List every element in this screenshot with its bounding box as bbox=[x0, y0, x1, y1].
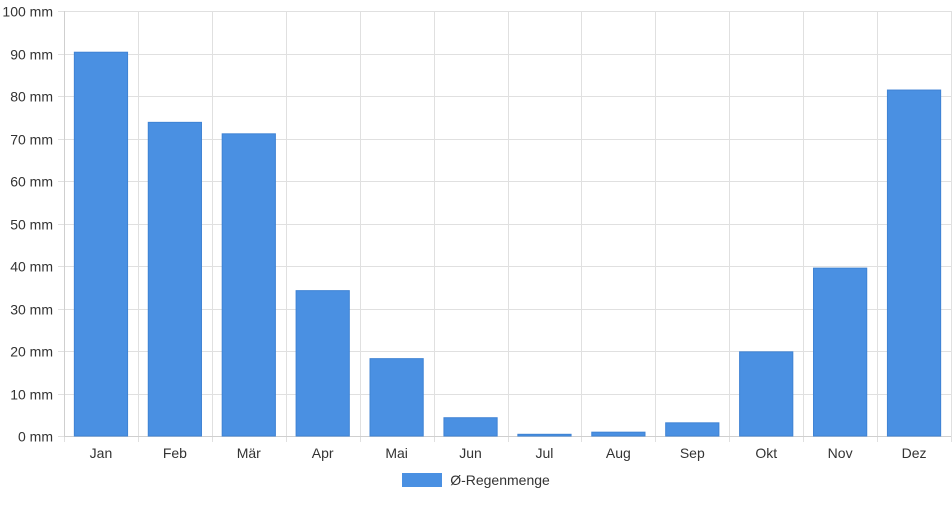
y-tick-label: 0 mm bbox=[18, 429, 53, 445]
bar-mär bbox=[221, 133, 276, 437]
bar-jul bbox=[517, 433, 572, 437]
y-tick-label: 60 mm bbox=[10, 174, 53, 190]
x-tick-label: Jul bbox=[536, 445, 554, 461]
bar-dez bbox=[886, 89, 942, 437]
x-tick-label: Sep bbox=[680, 445, 705, 461]
bar-aug bbox=[591, 431, 646, 437]
x-tick-label: Jun bbox=[459, 445, 482, 461]
x-tick-label: Okt bbox=[755, 445, 777, 461]
x-tick-label: Mär bbox=[237, 445, 261, 461]
bar-apr bbox=[295, 290, 350, 437]
y-tick-label: 20 mm bbox=[10, 344, 53, 360]
y-tick-label: 40 mm bbox=[10, 259, 53, 275]
bar-jan bbox=[73, 51, 129, 437]
y-tick-label: 70 mm bbox=[10, 132, 53, 148]
bar-jun bbox=[443, 417, 498, 437]
bar-sep bbox=[665, 422, 720, 437]
x-tick-label: Feb bbox=[163, 445, 187, 461]
x-tick-label: Apr bbox=[312, 445, 334, 461]
x-tick-label: Aug bbox=[606, 445, 631, 461]
x-tick-label: Dez bbox=[902, 445, 927, 461]
y-tick-label: 100 mm bbox=[2, 4, 53, 20]
bar-feb bbox=[147, 121, 202, 437]
x-tick-label: Mai bbox=[385, 445, 408, 461]
legend-swatch bbox=[402, 473, 443, 487]
bar-mai bbox=[369, 358, 424, 437]
x-tick-label: Jan bbox=[90, 445, 113, 461]
bar-nov bbox=[813, 267, 868, 437]
legend-label: Ø-Regenmenge bbox=[450, 472, 550, 488]
y-tick-label: 90 mm bbox=[10, 47, 53, 63]
y-tick-label: 30 mm bbox=[10, 302, 53, 318]
bar-okt bbox=[739, 351, 794, 437]
y-tick-label: 10 mm bbox=[10, 387, 53, 403]
y-tick-label: 50 mm bbox=[10, 217, 53, 233]
x-tick-label: Nov bbox=[828, 445, 853, 461]
y-tick-label: 80 mm bbox=[10, 89, 53, 105]
legend[interactable]: Ø-Regenmenge bbox=[0, 472, 952, 488]
